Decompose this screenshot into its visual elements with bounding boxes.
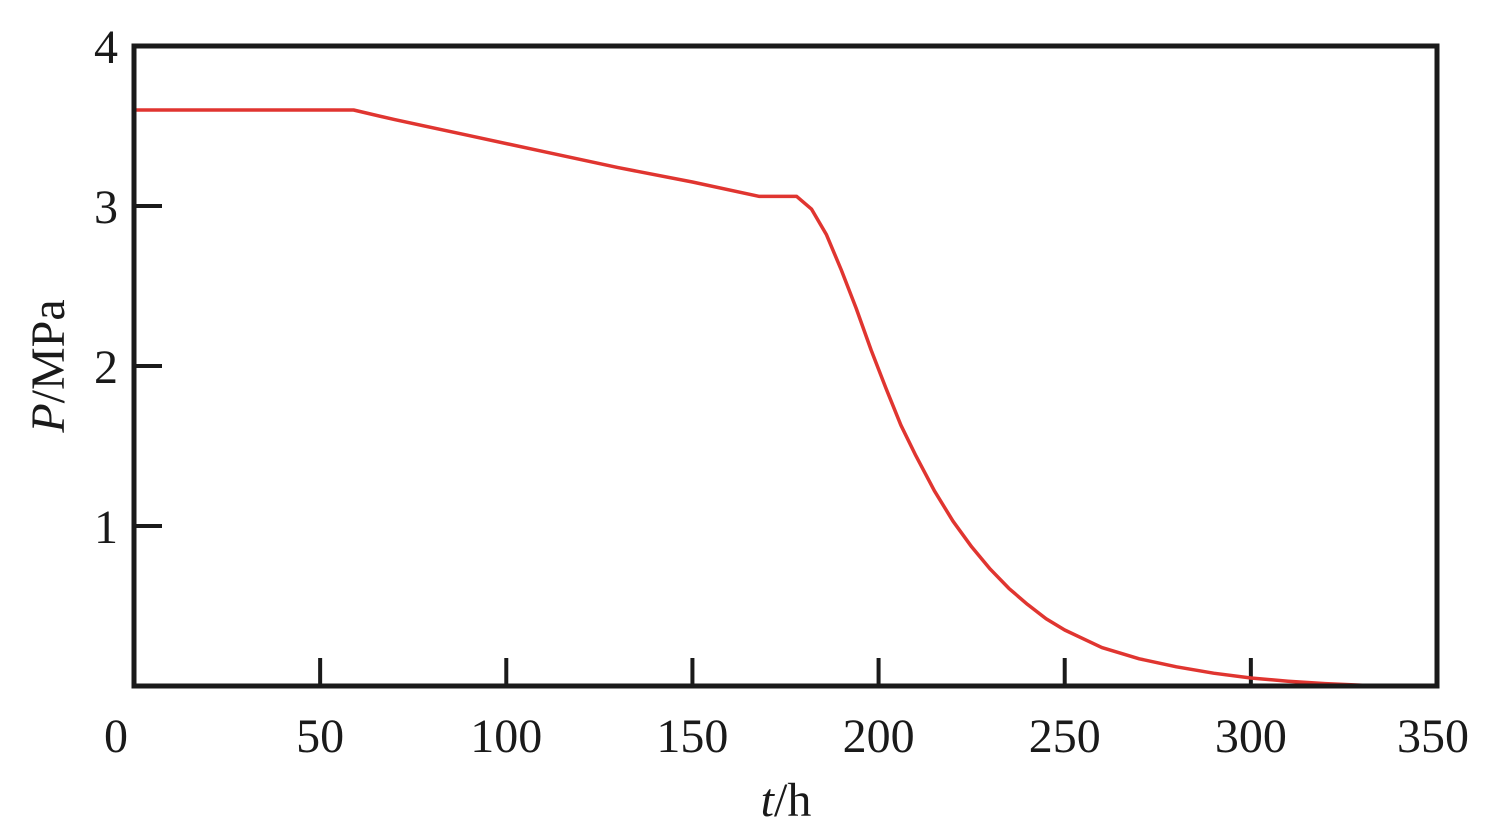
series-layer <box>132 108 1391 688</box>
y-axis-variable: P <box>22 403 75 433</box>
y-axis-unit: /MPa <box>22 299 75 403</box>
x-tick-label-0: 0 <box>104 710 128 763</box>
ticks-layer <box>134 204 1253 686</box>
y-tick-label-2: 2 <box>94 341 118 394</box>
x-tick-label-350: 350 <box>1397 710 1469 763</box>
x-tick-label-250: 250 <box>1029 710 1101 763</box>
x-axis-label: t/h <box>761 774 812 827</box>
tick-labels-layer: 0 50 100 150 200 250 300 350 1 2 3 4 <box>94 21 1469 763</box>
y-tick-label-1: 1 <box>94 501 118 554</box>
x-tick-label-100: 100 <box>470 710 542 763</box>
x-tick-label-200: 200 <box>843 710 915 763</box>
x-tick-label-150: 150 <box>656 710 728 763</box>
plot-frame <box>131 43 1440 689</box>
y-tick-label-4: 4 <box>94 21 118 74</box>
y-tick-label-3: 3 <box>94 181 118 234</box>
x-axis-variable: t <box>761 774 776 827</box>
x-axis-unit: /h <box>774 774 811 827</box>
y-axis-label: P/MPa <box>22 299 75 433</box>
x-tick-label-50: 50 <box>296 710 344 763</box>
x-tick-label-300: 300 <box>1215 710 1287 763</box>
series-line-0 <box>132 108 1391 688</box>
